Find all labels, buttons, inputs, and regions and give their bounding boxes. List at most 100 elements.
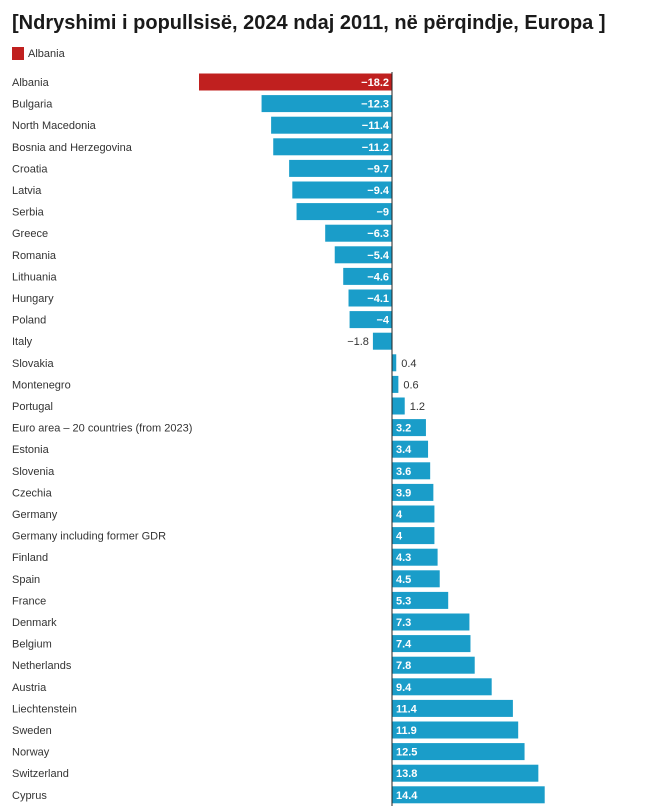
category-label-montenegro: Montenegro: [12, 379, 71, 391]
value-label-estonia: 3.4: [396, 444, 412, 456]
category-label-poland: Poland: [12, 315, 46, 327]
category-label-albania: Albania: [12, 77, 50, 89]
category-label-belgium: Belgium: [12, 639, 52, 651]
category-label-sweden: Sweden: [12, 725, 52, 737]
category-label-netherlands: Netherlands: [12, 660, 72, 672]
bar-norway: [392, 743, 525, 761]
category-label-estonia: Estonia: [12, 444, 50, 456]
category-label-slovakia: Slovakia: [12, 358, 54, 370]
value-label-france: 5.3: [396, 595, 411, 607]
value-label-montenegro: 0.6: [403, 379, 418, 391]
value-label-cyprus: 14.4: [396, 790, 418, 802]
bar-serbia: [296, 203, 392, 221]
value-label-bosnia-and-herzegovina: −11.2: [362, 142, 389, 154]
category-label-croatia: Croatia: [12, 163, 48, 175]
value-label-czechia: 3.9: [396, 487, 411, 499]
bar-france: [392, 591, 449, 609]
value-label-germany-including-former-gdr: 4: [396, 531, 403, 543]
category-label-cyprus: Cyprus: [12, 790, 47, 802]
value-label-belgium: 7.4: [396, 639, 412, 651]
bar-poland: [349, 311, 392, 329]
bar-slovakia: [392, 354, 397, 372]
bar-portugal: [392, 397, 405, 415]
category-label-finland: Finland: [12, 552, 48, 564]
value-label-poland: −4: [376, 315, 389, 327]
value-label-romania: −5.4: [367, 250, 390, 262]
category-label-germany: Germany: [12, 509, 58, 521]
chart-title: [Ndryshimi i popullsisë, 2024 ndaj 2011,…: [12, 12, 606, 34]
category-label-romania: Romania: [12, 250, 57, 262]
bar-croatia: [289, 159, 392, 177]
value-label-albania: −18.2: [361, 77, 389, 89]
value-label-bulgaria: −12.3: [361, 99, 389, 111]
bar-germany: [392, 505, 435, 523]
category-label-bosnia-and-herzegovina: Bosnia and Herzegovina: [12, 142, 133, 154]
value-label-lithuania: −4.6: [367, 271, 389, 283]
category-label-norway: Norway: [12, 747, 50, 759]
bar-germany-including-former-gdr: [392, 527, 435, 545]
category-label-france: France: [12, 595, 46, 607]
bar-cyprus: [392, 786, 545, 804]
category-label-hungary: Hungary: [12, 293, 54, 305]
bar-greece: [325, 224, 392, 242]
bar-bosnia-and-herzegovina: [273, 138, 392, 156]
bar-netherlands: [392, 656, 475, 674]
category-label-euro-area-20-countries-from-2023: Euro area – 20 countries (from 2023): [12, 423, 192, 435]
value-label-austria: 9.4: [396, 682, 412, 694]
bar-finland: [392, 548, 438, 566]
value-label-latvia: −9.4: [367, 185, 390, 197]
legend: Albania: [12, 47, 65, 60]
bar-estonia: [392, 440, 429, 458]
bar-slovenia: [392, 462, 431, 480]
value-label-greece: −6.3: [367, 228, 389, 240]
category-label-spain: Spain: [12, 574, 40, 586]
bar-romania: [334, 246, 392, 264]
bar-latvia: [292, 181, 392, 199]
category-label-lithuania: Lithuania: [12, 271, 58, 283]
value-label-slovakia: 0.4: [401, 358, 416, 370]
legend-label-albania: Albania: [28, 47, 65, 60]
category-label-portugal: Portugal: [12, 401, 53, 413]
value-label-germany: 4: [396, 509, 403, 521]
bar-hungary: [348, 289, 392, 307]
bar-denmark: [392, 613, 470, 631]
category-label-czechia: Czechia: [12, 487, 53, 499]
value-label-finland: 4.3: [396, 552, 411, 564]
category-label-italy: Italy: [12, 336, 33, 348]
value-label-croatia: −9.7: [367, 163, 389, 175]
bar-bulgaria: [261, 95, 392, 113]
bar-czechia: [392, 483, 434, 501]
category-label-austria: Austria: [12, 682, 47, 694]
value-label-sweden: 11.9: [396, 725, 417, 737]
category-label-slovenia: Slovenia: [12, 466, 55, 478]
value-label-serbia: −9: [376, 207, 389, 219]
category-label-switzerland: Switzerland: [12, 768, 69, 780]
bar-belgium: [392, 635, 471, 653]
bar-montenegro: [392, 375, 399, 393]
value-label-spain: 4.5: [396, 574, 411, 586]
value-label-liechtenstein: 11.4: [396, 703, 418, 715]
legend-swatch-albania: [12, 47, 24, 60]
value-label-denmark: 7.3: [396, 617, 411, 629]
category-label-denmark: Denmark: [12, 617, 57, 629]
category-label-north-macedonia: North Macedonia: [12, 120, 97, 132]
value-label-hungary: −4.1: [367, 293, 389, 305]
value-label-portugal: 1.2: [410, 401, 425, 413]
bar-sweden: [392, 721, 519, 739]
category-label-serbia: Serbia: [12, 207, 45, 219]
category-label-germany-including-former-gdr: Germany including former GDR: [12, 531, 166, 543]
value-label-italy: −1.8: [347, 336, 369, 348]
bar-spain: [392, 570, 440, 588]
bar-north-macedonia: [271, 116, 392, 134]
bar-italy: [372, 332, 392, 350]
value-label-norway: 12.5: [396, 747, 417, 759]
bar-albania: [199, 73, 392, 91]
value-label-north-macedonia: −11.4: [362, 120, 390, 132]
category-label-bulgaria: Bulgaria: [12, 99, 53, 111]
value-label-euro-area-20-countries-from-2023: 3.2: [396, 423, 411, 435]
bar-austria: [392, 678, 492, 696]
category-label-latvia: Latvia: [12, 185, 42, 197]
bar-lithuania: [343, 267, 392, 285]
category-label-liechtenstein: Liechtenstein: [12, 703, 77, 715]
